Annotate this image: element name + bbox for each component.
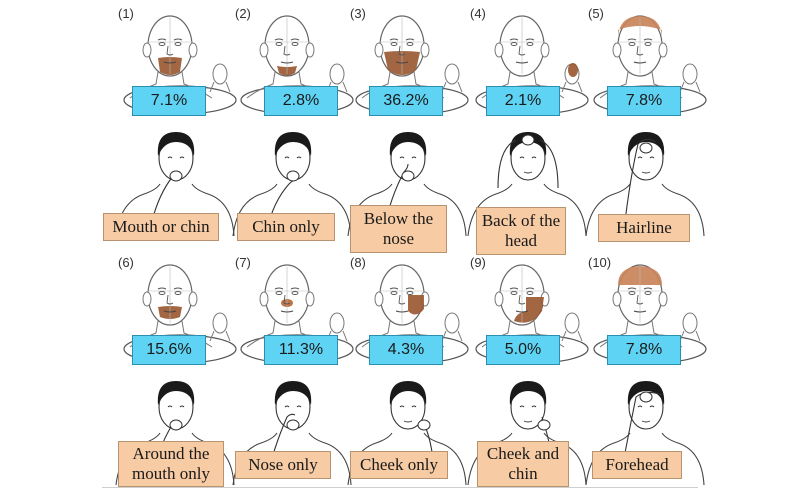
location-label: Nose only	[235, 451, 331, 479]
location-label: Mouth or chin	[103, 213, 219, 241]
location-label: Around the mouth only	[118, 441, 224, 487]
location-label: Cheek only	[350, 451, 448, 479]
divider-line	[102, 487, 698, 488]
panel-5: (5) 7.8%	[588, 6, 708, 116]
face-diagram-3	[355, 15, 469, 115]
panel-3: (3) 36.2%	[350, 6, 470, 116]
percentage-box: 2.8%	[264, 86, 338, 116]
panel-number: (2)	[235, 6, 251, 21]
panel-number: (6)	[118, 255, 134, 270]
person-illustration-8	[347, 381, 467, 485]
percentage-box: 2.1%	[486, 86, 560, 116]
location-label: Hairline	[598, 214, 690, 242]
panel-number: (8)	[350, 255, 366, 270]
face-diagram-5	[593, 15, 707, 115]
panel-number: (5)	[588, 6, 604, 21]
percentage-box: 15.6%	[132, 335, 206, 365]
panel-2: (2) 2.8%	[235, 6, 355, 116]
panel-8: (8) 4.3%	[350, 255, 470, 365]
percentage-box: 7.1%	[132, 86, 206, 116]
panel-number: (1)	[118, 6, 134, 21]
person-illustration-10	[585, 381, 705, 485]
panel-6: (6) 15.6%	[118, 255, 238, 365]
percentage-box: 11.3%	[264, 335, 338, 365]
location-label: Back of the head	[476, 207, 566, 255]
person-illustration-4	[467, 132, 587, 236]
percentage-box: 5.0%	[486, 335, 560, 365]
panel-1: (1) 7.1%	[118, 6, 238, 116]
face-diagram-6	[123, 264, 237, 364]
face-diagram-9	[475, 264, 589, 364]
percentage-box: 36.2%	[369, 86, 443, 116]
face-diagram-2	[240, 15, 354, 115]
percentage-box: 7.8%	[607, 86, 681, 116]
panel-number: (4)	[470, 6, 486, 21]
panel-7: (7) 11.3%	[235, 255, 355, 365]
panel-number: (10)	[588, 255, 612, 270]
location-label: Chin only	[237, 213, 335, 241]
panel-number: (9)	[470, 255, 486, 270]
face-diagram-10	[593, 264, 707, 364]
person-illustration-1	[115, 132, 235, 236]
location-label: Forehead	[592, 451, 682, 479]
panel-10: (10) 7.8%	[588, 255, 708, 365]
panel-number: (3)	[350, 6, 366, 21]
person-illustration-5	[585, 132, 705, 236]
percentage-box: 4.3%	[369, 335, 443, 365]
percentage-box: 7.8%	[607, 335, 681, 365]
panel-number: (7)	[235, 255, 251, 270]
location-label: Cheek and chin	[477, 441, 569, 487]
location-label: Below the nose	[350, 205, 447, 253]
panel-4: (4) 2.1%	[470, 6, 590, 116]
panel-9: (9) 5.0%	[470, 255, 590, 365]
